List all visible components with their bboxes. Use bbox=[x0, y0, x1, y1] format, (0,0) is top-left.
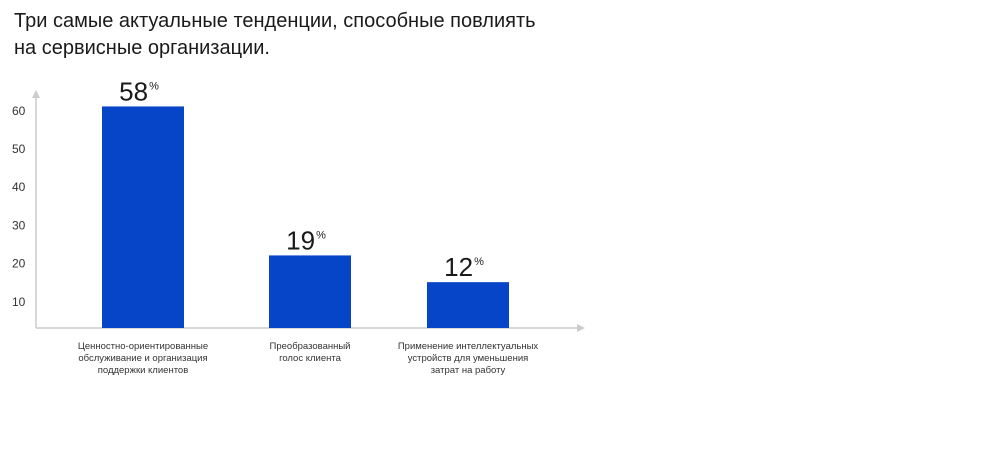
chart-title-line-2: на сервисные организации. bbox=[14, 37, 270, 59]
bar bbox=[102, 106, 184, 328]
category-label: Преобразованный голос клиента bbox=[270, 341, 351, 364]
chart-bars bbox=[102, 106, 509, 328]
y-tick-label: 60 bbox=[12, 104, 26, 118]
x-axis-arrow-icon bbox=[577, 324, 585, 332]
value-label: 19% bbox=[286, 225, 326, 255]
chart-title: Три самые актуальные тенденции, способны… bbox=[14, 8, 614, 62]
bar bbox=[269, 255, 351, 328]
y-tick-label: 30 bbox=[12, 218, 26, 232]
value-label: 58% bbox=[119, 76, 159, 106]
category-label: Ценностно-ориентированные обслуживание и … bbox=[78, 341, 208, 376]
y-tick-label: 20 bbox=[12, 257, 26, 271]
y-axis-ticks: 10 20 30 40 50 60 bbox=[12, 104, 26, 309]
y-tick-label: 10 bbox=[12, 295, 26, 309]
value-label: 12% bbox=[444, 252, 484, 282]
chart-title-line-1: Три самые актуальные тенденции, способны… bbox=[14, 10, 536, 32]
bar bbox=[427, 282, 509, 328]
y-tick-label: 40 bbox=[12, 180, 26, 194]
category-label: Применение интеллектуальных устройств для… bbox=[398, 341, 539, 376]
y-axis-arrow-icon bbox=[32, 90, 40, 98]
category-labels: Ценностно-ориентированные обслуживание и … bbox=[78, 341, 539, 376]
y-tick-label: 50 bbox=[12, 142, 26, 156]
